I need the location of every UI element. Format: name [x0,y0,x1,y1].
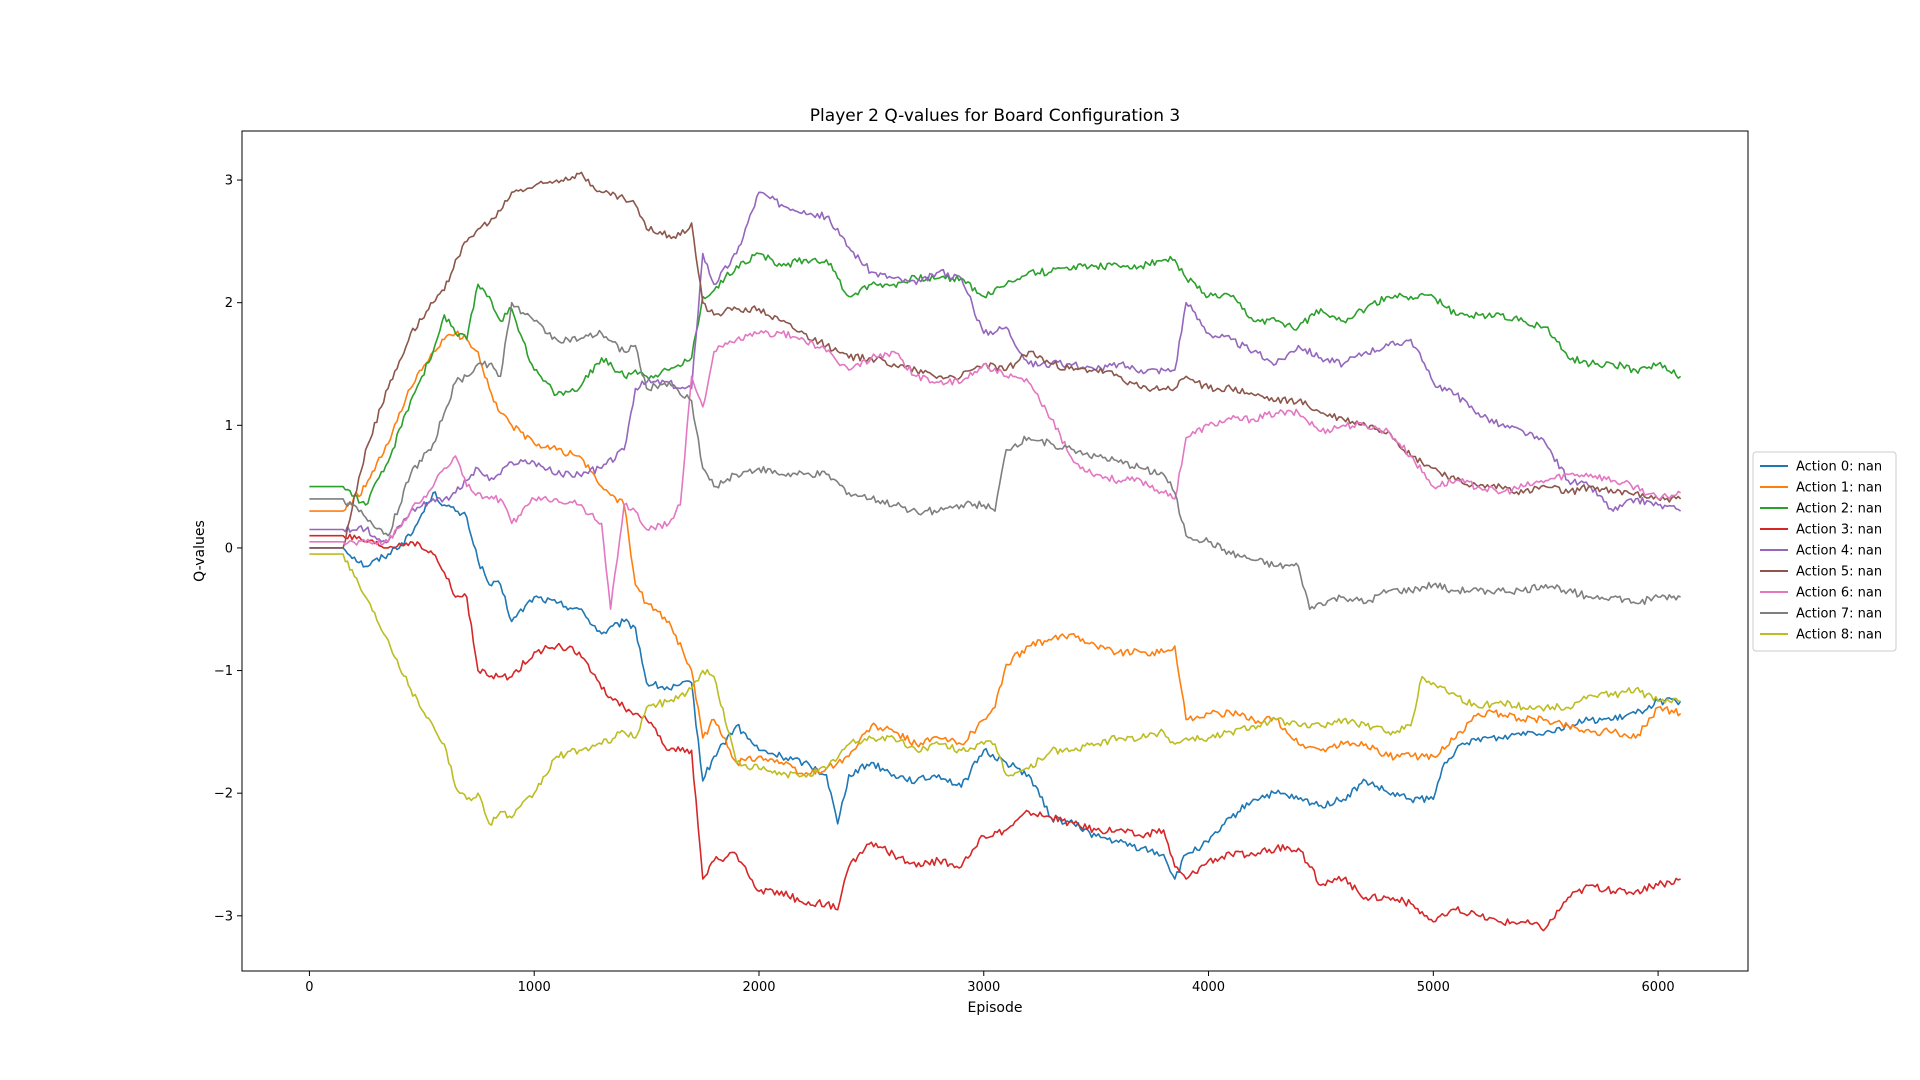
y-axis: −3 −2 −1 0 1 2 3 [214,174,242,924]
x-tick-label: 2000 [742,980,775,995]
series-line-action-1 [309,330,1682,776]
x-axis-label: Episode [968,1000,1023,1016]
legend-label: Action 2: nan [1796,502,1882,517]
chart-title: Player 2 Q-values for Board Configuratio… [810,106,1180,126]
y-tick-label: −1 [214,664,233,679]
legend-label: Action 6: nan [1796,586,1882,601]
series-line-action-5 [309,171,1682,549]
y-tick-label: −3 [214,909,233,924]
series-line-action-7 [309,301,1681,611]
y-tick-label: 1 [225,419,233,434]
legend-box [1752,451,1897,652]
x-tick-label: 1000 [518,980,551,995]
series-line-action-3 [309,533,1681,932]
x-tick-label: 6000 [1642,980,1675,995]
y-axis-label: Q-values [192,520,208,582]
series-layer [309,171,1682,932]
plot-area-frame [241,130,1749,972]
x-tick-label: 4000 [1192,980,1225,995]
x-axis: 0 1000 2000 3000 4000 5000 6000 [305,971,1675,995]
x-tick-label: 5000 [1417,980,1450,995]
series-line-action-4 [309,191,1682,544]
legend-label: Action 1: nan [1796,481,1882,496]
x-tick-label: 0 [305,980,313,995]
series-line-action-2 [309,252,1682,506]
legend-label: Action 8: nan [1796,628,1882,643]
legend-label: Action 0: nan [1796,460,1882,475]
y-tick-label: −2 [214,787,233,802]
series-line-action-6 [309,330,1681,611]
legend-label: Action 7: nan [1796,607,1882,622]
legend-label: Action 3: nan [1796,523,1882,538]
x-tick-label: 3000 [967,980,1000,995]
legend-label: Action 4: nan [1796,544,1882,559]
y-tick-label: 3 [225,174,233,189]
series-line-action-0 [309,491,1682,880]
legend: Action 0: nan Action 1: nan Action 2: nan A… [1752,451,1897,652]
y-tick-label: 0 [225,541,233,556]
y-tick-label: 2 [225,296,233,311]
legend-label: Action 5: nan [1796,565,1882,580]
series-line-action-8 [309,553,1681,826]
